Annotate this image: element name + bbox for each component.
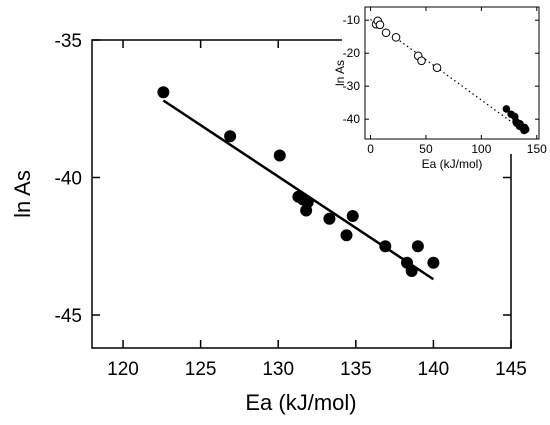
inset-open-point (391, 33, 401, 42)
inset-data-points (371, 16, 530, 135)
inset-filled-point (521, 125, 530, 134)
inset-x-tick-label: 150 (527, 142, 547, 156)
inset-plot-frame (364, 6, 540, 140)
inset-open-point (381, 28, 391, 38)
main-filled-point (157, 86, 170, 99)
inset-open-point (417, 56, 426, 66)
main-y-axis-label: ln As (10, 170, 35, 218)
main-filled-point (224, 130, 237, 143)
inset-filled-point (502, 105, 511, 113)
main-x-tick-label: 135 (340, 359, 372, 380)
inset-x-ticks: 0 50 100 150 (367, 7, 547, 156)
inset-y-tick-label: -40 (343, 112, 361, 126)
main-filled-point (405, 265, 418, 277)
inset-x-tick-label: 0 (367, 142, 374, 156)
main-filled-point (301, 196, 314, 209)
inset-open-point (432, 63, 442, 73)
main-filled-point (411, 240, 424, 253)
main-y-ticks: -35 -40 -45 (55, 31, 511, 327)
inset-y-axis-label: ln As (333, 60, 347, 86)
inset-x-axis-label: Ea (kJ/mol) (422, 157, 483, 171)
inset-open-point (375, 20, 385, 30)
main-x-tick-label: 125 (185, 359, 217, 380)
inset-y-tick-label: -20 (343, 46, 361, 60)
main-filled-point (346, 210, 359, 222)
inset-x-tick-label: 50 (419, 142, 433, 156)
inset-chart: 0 50 100 150 -10 -20 -30 -40 Ea (kJ/mol) ln As (333, 4, 547, 171)
inset-x-tick-label: 100 (471, 142, 491, 156)
main-x-axis-label: Ea (kJ/mol) (245, 390, 356, 415)
main-x-ticks: 120 125 130 135 140 145 (107, 40, 527, 380)
main-x-tick-label: 145 (495, 359, 527, 380)
main-x-tick-label: 130 (262, 359, 294, 380)
main-filled-point (379, 240, 392, 253)
main-x-tick-label: 140 (418, 359, 450, 380)
main-y-tick-label: -45 (55, 306, 82, 327)
main-plot-frame (91, 39, 512, 349)
inset-y-tick-label: -10 (343, 13, 361, 27)
inset-y-ticks: -10 -20 -30 -40 (343, 13, 539, 126)
main-y-tick-label: -40 (55, 169, 82, 190)
main-y-tick-label: -35 (55, 31, 82, 52)
main-chart: 120 125 130 135 140 145 -35 -40 -45 Ea (kJ/mol)… (10, 31, 527, 415)
inset-y-tick-label: -30 (343, 79, 361, 93)
main-data-points (157, 86, 440, 277)
main-filled-point (427, 256, 440, 269)
main-filled-point (340, 229, 353, 242)
main-filled-point (273, 149, 286, 162)
main-filled-point (323, 212, 336, 225)
inset-background (342, 4, 542, 154)
main-x-tick-label: 120 (107, 359, 139, 380)
